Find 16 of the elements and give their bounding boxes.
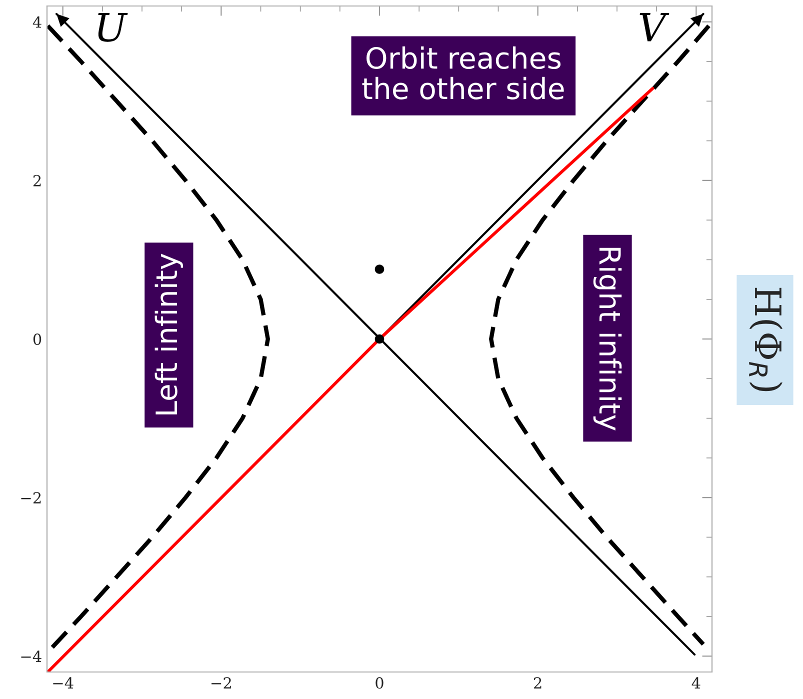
annotation: U (98, 12, 128, 42)
y-tick-label: −4 (21, 650, 42, 662)
y-tick-label: −2 (21, 492, 41, 504)
y-tick-label: 0 (33, 333, 42, 346)
y-tick-label: 4 (32, 16, 42, 28)
x-tick-label: 2 (534, 677, 542, 688)
x-tick-label: −2 (212, 677, 231, 688)
text: H(Φ$_{R}$) (749, 288, 782, 392)
annotation: Orbit reaches the other side (362, 46, 564, 100)
x-tick-label: −4 (53, 677, 74, 688)
annotation: Left infinity (154, 254, 184, 414)
annotation: Right infinity (593, 248, 622, 431)
y-tick-label: 2 (33, 174, 41, 186)
x-tick-label: 4 (692, 677, 700, 688)
annotation: V (640, 12, 670, 42)
x-tick-label: 0 (376, 677, 384, 689)
